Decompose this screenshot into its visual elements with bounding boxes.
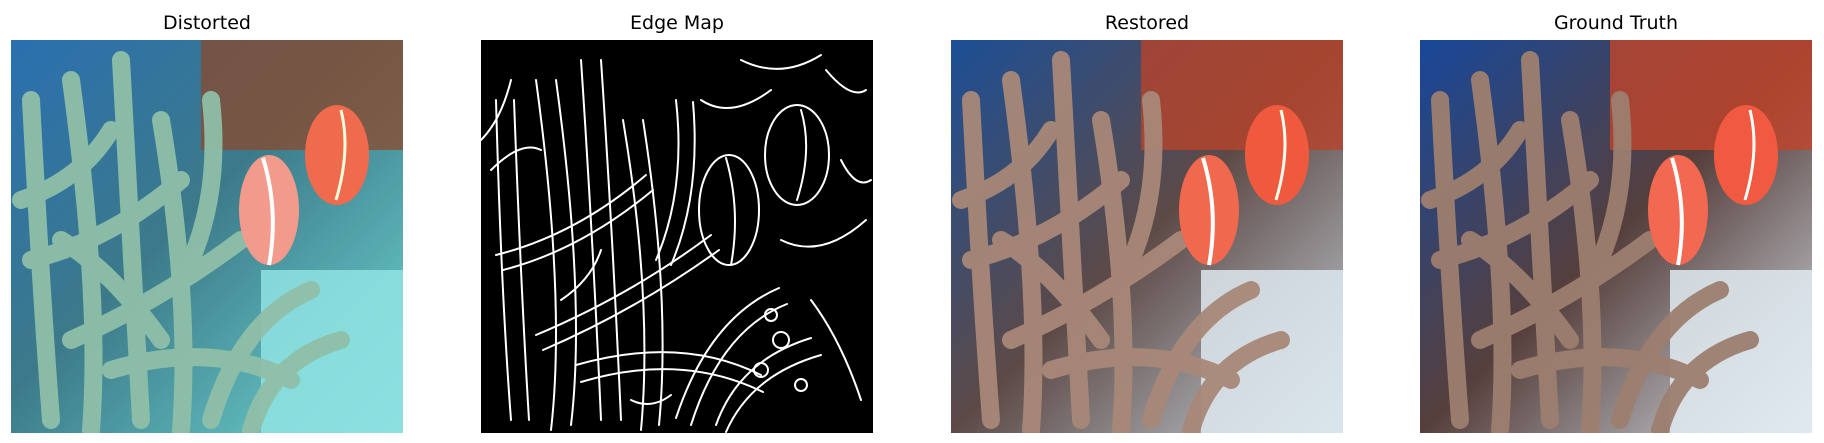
title-restored: Restored (1104, 12, 1190, 34)
restored-photo-icon (951, 40, 1343, 433)
ground-truth-image (1420, 40, 1812, 433)
edge-map-icon (481, 40, 873, 433)
distorted-image (11, 40, 403, 433)
ground-truth-photo-icon (1420, 40, 1812, 433)
restored-image (951, 40, 1343, 433)
distorted-photo-icon (11, 40, 403, 433)
title-edge-map: Edge Map (630, 12, 724, 34)
title-distorted: Distorted (163, 12, 251, 34)
title-ground-truth: Ground Truth (1553, 12, 1679, 34)
edge-map-panel (481, 40, 873, 433)
